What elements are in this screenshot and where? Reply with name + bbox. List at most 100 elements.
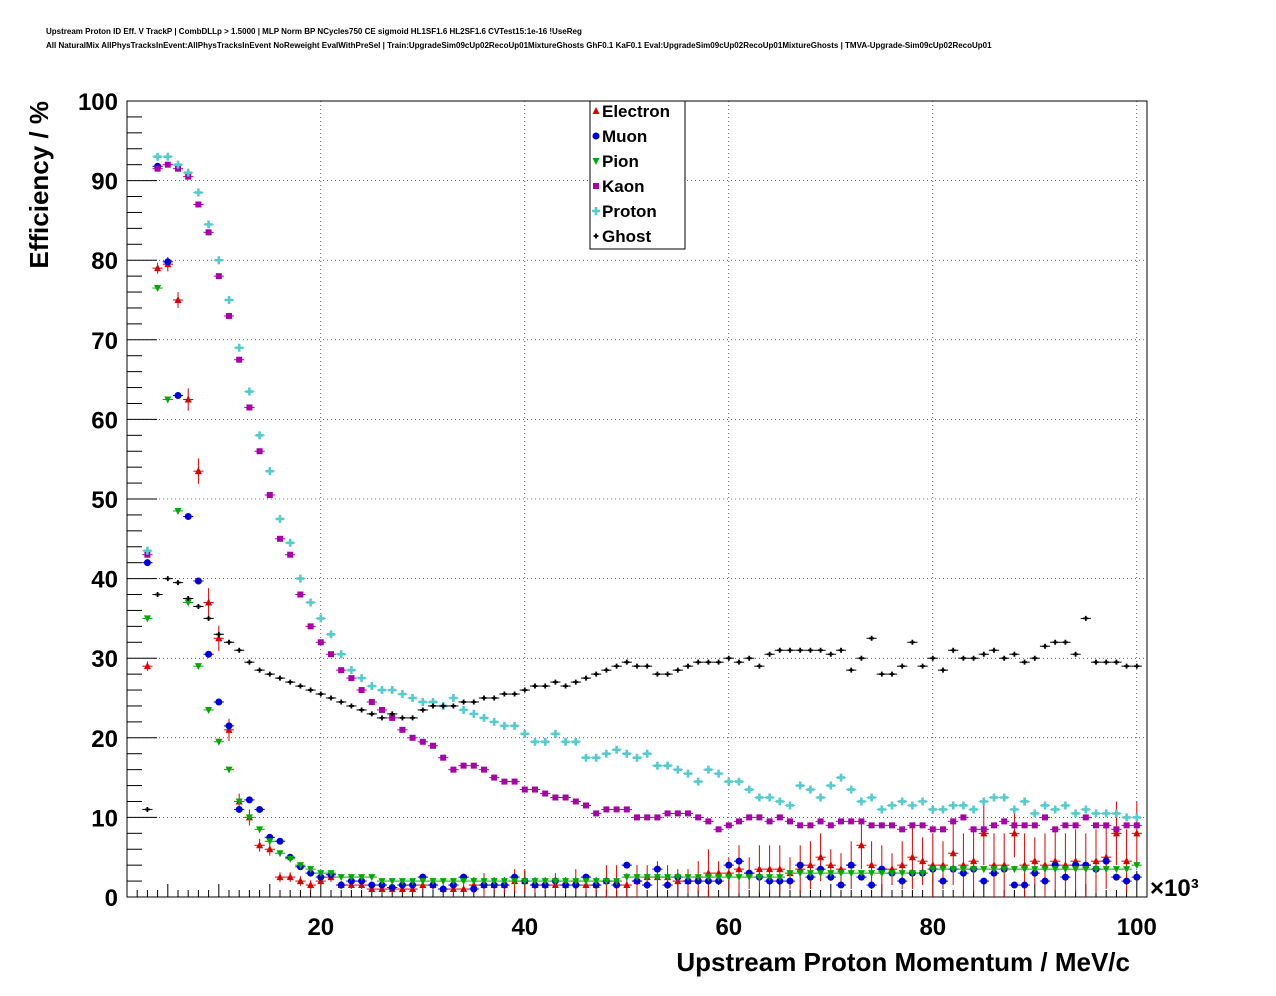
data-point [410, 715, 416, 721]
data-point [194, 467, 202, 475]
data-point [776, 874, 784, 882]
data-point [440, 703, 446, 709]
legend-marker [593, 183, 599, 189]
data-point [654, 814, 661, 821]
data-point [470, 878, 478, 886]
data-point [562, 794, 569, 801]
data-point [623, 874, 631, 882]
data-point [826, 781, 835, 790]
data-point [930, 655, 936, 661]
data-point [368, 881, 376, 889]
data-point [776, 814, 783, 821]
data-point [532, 786, 538, 793]
data-point [1041, 877, 1049, 885]
data-point [908, 853, 916, 861]
data-point [571, 737, 580, 746]
data-point [174, 507, 182, 515]
data-point [552, 794, 559, 801]
data-point [654, 671, 660, 677]
data-point [685, 663, 691, 669]
data-point [389, 714, 396, 721]
data-point [174, 296, 182, 303]
data-point [572, 878, 580, 886]
data-point [245, 814, 253, 822]
data-point [1041, 801, 1049, 810]
data-point [1133, 822, 1140, 829]
data-point [684, 769, 692, 778]
data-point [603, 806, 610, 813]
data-point [1000, 793, 1009, 802]
data-point [368, 698, 375, 705]
data-point [939, 866, 947, 874]
data-point [674, 874, 682, 882]
data-point [174, 160, 182, 169]
data-point [602, 749, 611, 758]
data-point [592, 878, 600, 886]
data-point [501, 691, 507, 697]
data-point [439, 885, 447, 893]
data-point [1052, 639, 1058, 645]
data-point [481, 695, 487, 701]
data-point [1073, 651, 1079, 657]
data-point [1031, 822, 1038, 829]
data-point [205, 229, 212, 236]
data-point [807, 822, 814, 829]
legend-entry-ghost: Ghost [593, 227, 651, 246]
data-point [511, 778, 518, 785]
data-point [735, 857, 743, 865]
series-pion [142, 285, 1142, 886]
data-point [980, 877, 988, 885]
legend-label: Kaon [602, 177, 645, 196]
data-point [256, 841, 264, 849]
data-point [745, 874, 753, 882]
series-electron [142, 257, 1142, 897]
data-point [583, 675, 589, 681]
data-point [359, 707, 365, 713]
data-point [909, 822, 916, 829]
data-point [266, 492, 273, 499]
legend-entry-electron: Electron [592, 102, 670, 121]
data-point [634, 814, 640, 821]
data-point [460, 885, 468, 893]
data-point [1010, 881, 1018, 889]
y-tick-label: 20 [91, 726, 118, 753]
data-point [348, 703, 354, 709]
data-point [1021, 881, 1029, 889]
data-point [429, 697, 438, 706]
data-point [1051, 805, 1060, 814]
data-point [633, 874, 641, 882]
data-point [920, 663, 926, 669]
data-point [949, 801, 958, 810]
y-tick-label: 50 [91, 487, 118, 514]
data-point [624, 659, 630, 665]
data-point [276, 850, 284, 858]
data-point [1112, 866, 1120, 874]
x-tick-label: 60 [715, 914, 742, 941]
data-point [1011, 651, 1017, 657]
data-point [236, 356, 243, 363]
data-point [817, 818, 824, 825]
data-point [1062, 822, 1069, 829]
data-point [358, 687, 365, 694]
legend-label: Pion [602, 152, 639, 171]
data-point [827, 861, 835, 869]
data-point [878, 822, 885, 829]
data-point [612, 745, 621, 754]
data-point [716, 659, 722, 665]
data-point [828, 651, 834, 657]
x-tick-label: 40 [511, 914, 538, 941]
data-point [644, 814, 651, 821]
data-point [898, 877, 906, 885]
data-point [919, 822, 926, 829]
data-point [1083, 615, 1089, 621]
data-point [634, 663, 640, 669]
data-point [817, 853, 825, 861]
data-point [960, 655, 966, 661]
data-point [1072, 822, 1079, 829]
data-point [388, 878, 396, 886]
data-point [287, 679, 293, 685]
data-point [725, 874, 733, 882]
data-point [1092, 809, 1100, 818]
data-point [1051, 866, 1059, 874]
data-point [1102, 866, 1110, 874]
